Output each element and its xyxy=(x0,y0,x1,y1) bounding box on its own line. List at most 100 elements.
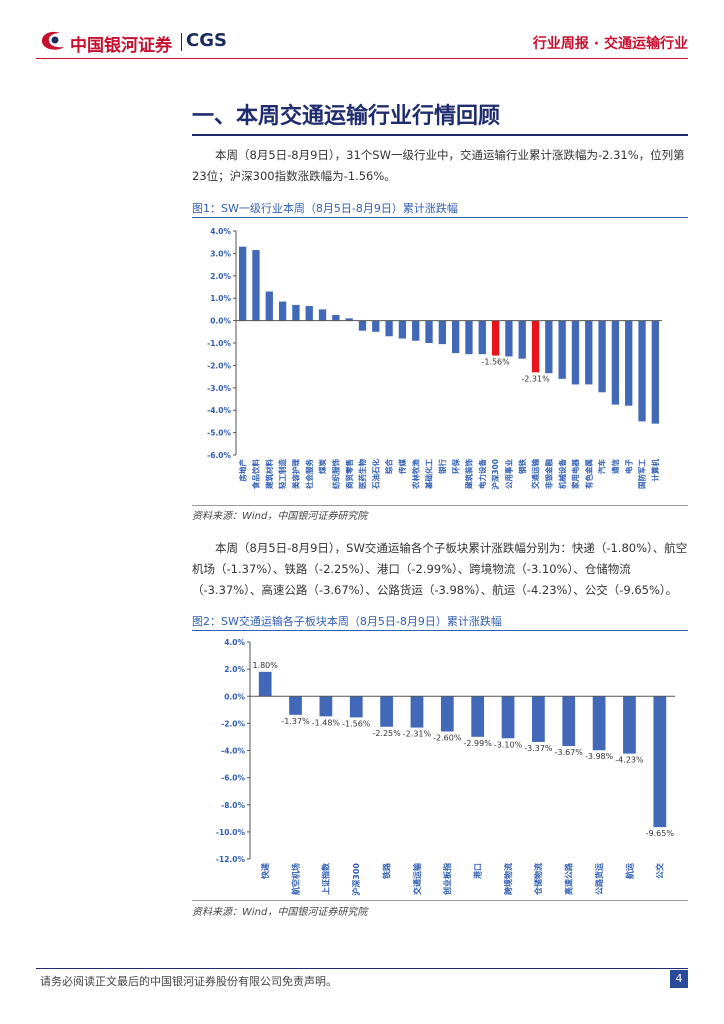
category-label: 医药生物 xyxy=(357,459,367,489)
bar-钢铁 xyxy=(518,320,526,359)
category-label: 航运 xyxy=(624,863,634,879)
bar-交通运输 xyxy=(410,696,424,728)
category-label: 公路货运 xyxy=(594,863,604,895)
category-label: 综合 xyxy=(384,459,394,474)
figure1-chart: 4.0% 3.0% 2.0% 1.0% 0.0% -1.0% -2.0% -3.0% -4.0%… xyxy=(207,227,662,490)
category-label: 基础化工 xyxy=(424,459,434,490)
bar-有色金属 xyxy=(585,320,593,385)
y-tick-label: -10.0% xyxy=(216,828,246,837)
data-label: -2.60% xyxy=(433,734,462,743)
category-label: 传媒 xyxy=(397,459,407,475)
y-tick-label: 0.0% xyxy=(224,692,245,701)
y-tick-label: -5.0% xyxy=(207,429,231,438)
bar-非银金融 xyxy=(545,320,553,374)
figure1-source: 资料来源：Wind，中国银河证券研究院 xyxy=(192,511,368,522)
y-tick-label: -6.0% xyxy=(207,451,231,460)
category-label: 机械设备 xyxy=(557,459,567,489)
figure2-title-rule xyxy=(192,630,688,631)
y-tick-label: 0.0% xyxy=(210,317,231,326)
bar-沪深300 xyxy=(349,696,363,718)
bar-航运 xyxy=(623,696,636,754)
logo-brand: CGS xyxy=(186,30,227,51)
data-label: -3.10% xyxy=(494,740,523,749)
figure2-source: 资料来源：Wind，中国银河证券研究院 xyxy=(192,907,368,918)
bar-沪深300 xyxy=(491,320,500,356)
category-label: 轻工制造 xyxy=(277,459,287,489)
bar-房地产 xyxy=(238,246,247,321)
header-rule xyxy=(36,58,688,59)
bar-建筑装饰 xyxy=(465,320,473,355)
category-label: 纺织服饰 xyxy=(330,459,340,489)
y-tick-label: -6.0% xyxy=(221,774,245,783)
category-label: 商贸零售 xyxy=(344,459,354,489)
category-label: 通信 xyxy=(610,459,620,474)
y-tick-label: 2.0% xyxy=(210,272,231,281)
bar-石油石化 xyxy=(372,320,380,332)
category-label: 非银金融 xyxy=(543,459,553,489)
data-label: -3.98% xyxy=(585,752,614,761)
category-label: 航空机场 xyxy=(290,863,300,895)
section-rule xyxy=(192,134,688,136)
paragraph-2: 本周（8月5日-8月9日），SW交通运输各个子板块累计涨跌幅分别为：快递（-1.… xyxy=(192,541,688,597)
category-label: 上证指数 xyxy=(321,862,331,895)
category-label: 钢铁 xyxy=(517,459,527,474)
bar-电力设备 xyxy=(478,320,486,355)
y-tick-label: -8.0% xyxy=(221,801,245,810)
figure1-title-rule xyxy=(192,217,688,218)
logo-icon xyxy=(42,31,64,50)
footer-rule xyxy=(36,968,688,969)
paragraph-1: 本周（8月5日-8月9日），31个SW一级行业中，交通运输行业累计涨跌幅为-2.… xyxy=(192,148,685,183)
category-label: 环保 xyxy=(450,459,460,474)
bar-汽车 xyxy=(598,320,606,393)
figure1-title: 图1：SW一级行业本周（8月5日-8月9日）累计涨跌幅 xyxy=(192,202,458,215)
bar-国防军工 xyxy=(638,320,646,422)
category-label: 交通运输 xyxy=(530,459,540,489)
data-label: -1.56% xyxy=(342,719,371,728)
bar-基础化工 xyxy=(425,320,433,343)
category-label: 高速公路 xyxy=(564,862,574,895)
data-label: -2.99% xyxy=(464,739,493,748)
page-number: 4 xyxy=(670,970,688,988)
category-label: 电子 xyxy=(623,459,633,474)
data-label: -2.25% xyxy=(372,729,401,738)
bar-环保 xyxy=(451,320,460,354)
category-label: 交通运输 xyxy=(412,862,422,895)
bar-快递 xyxy=(258,671,272,697)
y-tick-label: 3.0% xyxy=(210,249,231,258)
bar-纺织服饰 xyxy=(332,315,340,321)
bar-机械设备 xyxy=(558,320,566,379)
figure1-source-rule xyxy=(192,505,688,506)
data-label: -2.31% xyxy=(403,730,432,739)
bar-计算机 xyxy=(651,320,660,424)
category-label: 家用电器 xyxy=(570,459,580,489)
bar-银行 xyxy=(438,320,447,345)
category-label: 食品饮料 xyxy=(251,459,261,489)
bar-农林牧渔 xyxy=(412,320,420,341)
bar-传媒 xyxy=(398,320,407,339)
category-label: 仓储物流 xyxy=(533,863,543,896)
bar-煤炭 xyxy=(318,309,327,321)
bar-通信 xyxy=(611,320,620,405)
y-tick-label: 1.0% xyxy=(210,294,231,303)
data-label: -3.37% xyxy=(524,744,553,753)
category-label: 跨境物流 xyxy=(503,863,513,895)
category-label: 建筑装饰 xyxy=(464,459,474,490)
category-label: 创业板指 xyxy=(442,863,452,896)
bar-家用电器 xyxy=(571,320,580,385)
category-label: 公用事业 xyxy=(504,459,514,489)
figure2-source-rule xyxy=(192,900,688,901)
category-label: 公交 xyxy=(655,863,665,879)
header: 中国银河证券 CGS 行业周报 · 交通运输行业 xyxy=(0,0,724,60)
bar-公交 xyxy=(653,696,667,828)
data-label: -4.23% xyxy=(615,756,644,765)
bar-高速公路 xyxy=(562,696,576,747)
category-label: 电力设备 xyxy=(477,459,487,489)
y-tick-label: -2.0% xyxy=(221,719,245,728)
y-tick-label: 4.0% xyxy=(210,227,231,236)
bar-食品饮料 xyxy=(252,250,260,321)
category-label: 计算机 xyxy=(650,459,660,482)
report-type: 行业周报 · 交通运输行业 xyxy=(532,36,688,52)
data-label: -1.37% xyxy=(281,717,310,726)
bar-公用事业 xyxy=(505,320,513,357)
y-tick-label: -3.0% xyxy=(207,384,231,393)
